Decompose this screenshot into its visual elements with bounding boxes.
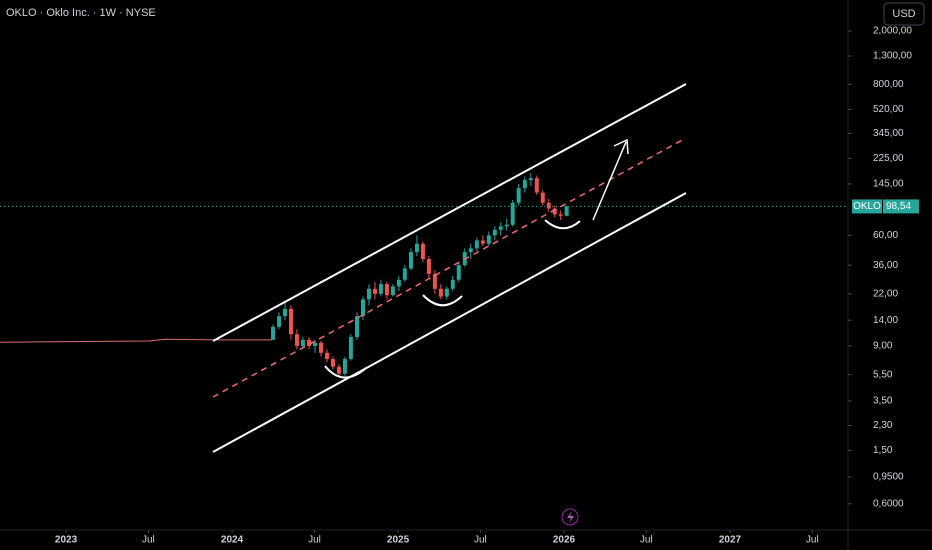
y-tick-label: 225,00: [873, 153, 904, 164]
candle-body: [336, 366, 341, 374]
candle-body: [498, 226, 503, 230]
x-tick-label: Jul: [640, 535, 653, 546]
currency-button[interactable]: [883, 2, 925, 26]
y-tick-label: 5,50: [873, 369, 893, 380]
currency-label[interactable]: USD: [892, 8, 915, 20]
chart-title: OKLO · Oklo Inc. · 1W · NYSE: [6, 7, 156, 19]
y-tick-label: 345,00: [873, 128, 904, 139]
x-tick-label: 2026: [553, 535, 576, 546]
candle-body: [307, 339, 312, 346]
candle-body: [319, 342, 324, 353]
candle-body: [420, 243, 425, 259]
arc-1: [324, 365, 367, 379]
y-tick-label: 60,00: [873, 230, 898, 241]
candle-body: [492, 229, 497, 236]
x-tick-label: Jul: [142, 535, 155, 546]
candle-body: [426, 258, 431, 274]
candle-body: [546, 202, 551, 209]
y-tick-label: 520,00: [873, 104, 904, 115]
candle-body: [510, 202, 515, 225]
symbol-tag: [852, 199, 882, 214]
price-line: [0, 338, 272, 343]
candle-body: [313, 342, 318, 346]
drawings: [212, 83, 687, 453]
x-tick-label: Jul: [806, 535, 819, 546]
y-tick-label: 9,00: [873, 341, 893, 352]
candle-body: [480, 240, 485, 244]
candle-body: [342, 358, 347, 374]
candle-body: [300, 339, 305, 346]
event-icon[interactable]: [561, 508, 579, 526]
candle-body: [522, 180, 527, 189]
candle-body: [450, 279, 455, 289]
y-tick-label: 36,00: [873, 260, 898, 271]
x-tick-label: Jul: [308, 535, 321, 546]
channel-mid: [212, 137, 687, 398]
candle-body: [390, 286, 395, 296]
candle-body: [366, 288, 371, 300]
candle-body: [504, 224, 509, 227]
y-tick-label: 0,9500: [873, 472, 904, 483]
x-tick-label: 2023: [55, 535, 78, 546]
candle-body: [564, 206, 569, 216]
candle-body: [468, 248, 473, 253]
candle-body: [408, 252, 413, 269]
candle-body: [372, 288, 377, 294]
candle-body: [486, 235, 491, 244]
candle-body: [456, 265, 461, 280]
arc-2: [422, 294, 463, 307]
candle-body: [558, 214, 563, 216]
y-tick-label: 22,00: [873, 288, 898, 299]
y-tick-label: 3,50: [873, 396, 893, 407]
price-tag: [883, 199, 919, 214]
x-tick-label: 2027: [719, 535, 742, 546]
last-price-label: 98,54: [886, 201, 911, 212]
x-tick-label: 2025: [387, 535, 410, 546]
channel-upper: [212, 83, 687, 342]
candle-body: [438, 288, 443, 297]
y-tick-label: 14,00: [873, 315, 898, 326]
candle-body: [288, 308, 293, 335]
x-tick-label: 2024: [221, 535, 244, 546]
y-tick-label: 800,00: [873, 79, 904, 90]
candle-body: [444, 288, 449, 297]
y-tick-label: 1,50: [873, 445, 893, 456]
arc-3: [544, 219, 581, 230]
candle-body: [277, 316, 282, 327]
candle-body: [432, 273, 437, 289]
candle-body: [414, 243, 419, 253]
candle-body: [282, 308, 287, 317]
candle-body: [534, 178, 539, 193]
y-tick-label: 2,000,00: [873, 26, 912, 37]
candle-body: [355, 316, 360, 337]
x-tick-label: Jul: [474, 535, 487, 546]
y-tick-label: 2,30: [873, 420, 893, 431]
candle-body: [474, 240, 479, 249]
arrow: [592, 138, 629, 221]
symbol-label: OKLO: [853, 201, 881, 212]
candle-body: [378, 284, 383, 294]
candle-body: [330, 358, 335, 367]
candle-body: [552, 208, 557, 215]
candle-body: [402, 268, 407, 280]
candle-body: [348, 336, 353, 359]
candle-body: [528, 178, 533, 181]
plot-area: [0, 172, 848, 377]
y-tick-label: 0,6000: [873, 498, 904, 509]
y-tick-label: 1,300,00: [873, 51, 912, 62]
candle-body: [516, 188, 521, 203]
y-tick-label: 145,00: [873, 179, 904, 190]
event-bolt: [567, 511, 574, 523]
candle-body: [361, 299, 366, 317]
candle-body: [324, 352, 329, 359]
candle-body: [271, 326, 276, 340]
candle-body: [384, 284, 389, 296]
candle-body: [540, 192, 545, 203]
candle-body: [294, 334, 299, 346]
candle-body: [396, 279, 401, 287]
channel-lower: [212, 192, 687, 453]
